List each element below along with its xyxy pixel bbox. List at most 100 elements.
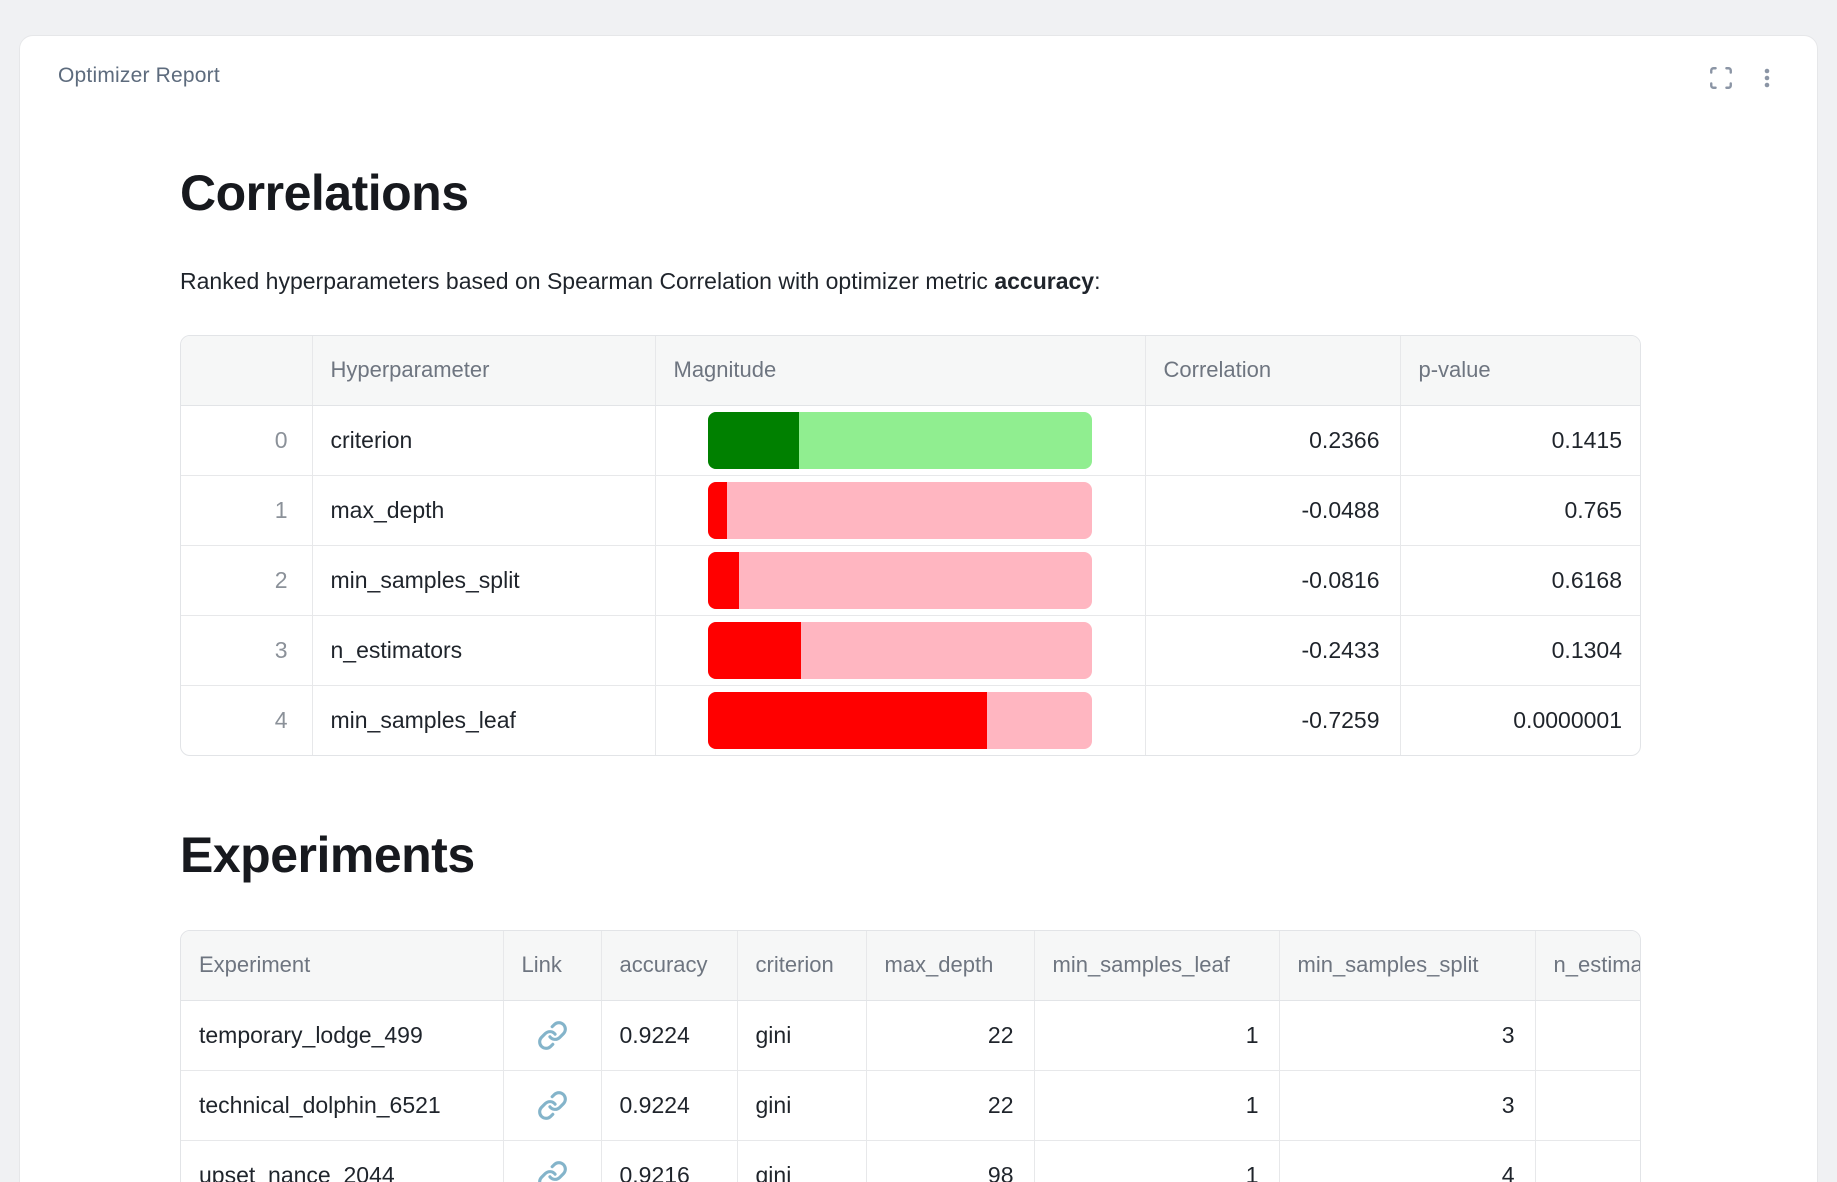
correlation-row: 3 n_estimators -0.2433 0.1304	[181, 614, 1640, 685]
col-header-magnitude: Magnitude	[654, 336, 1145, 406]
col-header-min-samples-split: min_samples_split	[1278, 931, 1535, 1001]
criterion-value: gini	[736, 1069, 866, 1140]
row-index: 1	[181, 474, 312, 545]
experiment-name: temporary_lodge_499	[199, 1021, 423, 1048]
accuracy-value: 0.9216	[600, 1139, 737, 1182]
experiment-name: upset_nance_2044	[181, 1139, 503, 1182]
col-header-index	[181, 336, 312, 406]
p-value: 0.6168	[1399, 544, 1640, 615]
n-estimators-value	[1534, 1000, 1640, 1070]
col-header-n-estimators: n_estimators	[1534, 931, 1640, 1001]
min-samples-leaf-value: 1	[1033, 1069, 1279, 1140]
max-depth-value: 98	[865, 1139, 1034, 1182]
correlation-row: 0 criterion 0.2366 0.1415	[181, 405, 1640, 475]
correlations-description: Ranked hyperparameters based on Spearman…	[180, 268, 1641, 295]
correlation-row: 1 max_depth -0.0488 0.765	[181, 474, 1640, 545]
magnitude-bar-track	[708, 411, 1092, 469]
col-header-correlation: Correlation	[1144, 336, 1400, 406]
experiment-link-cell	[502, 1000, 601, 1070]
panel-header: Optimizer Report	[20, 36, 1817, 92]
col-header-criterion: criterion	[736, 931, 866, 1001]
criterion-value: gini	[736, 1000, 866, 1070]
accuracy-value: 0.9224	[600, 1000, 737, 1070]
col-header-p-value: p-value	[1399, 336, 1640, 406]
fullscreen-button[interactable]	[1707, 64, 1735, 92]
experiment-link[interactable]	[534, 1017, 570, 1053]
experiments-heading: Experiments	[180, 827, 475, 883]
col-header-min-samples-leaf: min_samples_leaf	[1033, 931, 1279, 1001]
experiment-name: technical_dolphin_6521	[181, 1069, 503, 1140]
hyperparameter-name: max_depth	[311, 474, 655, 545]
magnitude-bar-fill	[708, 621, 802, 679]
row-index: 4	[181, 684, 312, 755]
experiment-link[interactable]	[534, 1087, 570, 1123]
hyperparameter-name: n_estimators	[311, 614, 655, 685]
experiment-link-cell	[502, 1069, 601, 1140]
max-depth-value: 22	[865, 1000, 1034, 1070]
magnitude-bar-fill	[708, 691, 987, 749]
magnitude-cell	[654, 474, 1145, 545]
col-header-link: Link	[502, 931, 601, 1001]
col-header-hyperparameter: Hyperparameter	[311, 336, 655, 406]
correlations-heading: Correlations	[180, 165, 469, 221]
experiment-row: upset_nance_2044 0.9216 gini 98	[181, 1139, 1640, 1182]
report-content: Correlations Ranked hyperparameters base…	[180, 164, 1641, 1182]
correlation-value: -0.0488	[1144, 474, 1400, 545]
experiment-row: technical_dolphin_6521 0.9224 gini 2	[181, 1069, 1640, 1140]
correlation-value: -0.7259	[1144, 684, 1400, 755]
min-samples-leaf-value: 1	[1033, 1139, 1279, 1182]
link-icon	[537, 1160, 567, 1182]
hyperparameter-name: criterion	[311, 405, 655, 475]
accuracy-value: 0.9224	[600, 1069, 737, 1140]
p-value: 0.0000001	[1399, 684, 1640, 755]
kebab-menu-icon	[1764, 68, 1770, 88]
min-samples-leaf-value: 1	[1033, 1000, 1279, 1070]
experiment-link-cell	[502, 1139, 601, 1182]
min-samples-split-value: 3	[1278, 1069, 1535, 1140]
hyperparameter-name: min_samples_split	[311, 544, 655, 615]
hyperparameter-name: min_samples_leaf	[311, 684, 655, 755]
row-index: 3	[181, 614, 312, 685]
correlation-value: -0.2433	[1144, 614, 1400, 685]
description-text: Ranked hyperparameters based on Spearman…	[180, 268, 995, 294]
fullscreen-icon	[1710, 67, 1732, 89]
max-depth-value: 22	[865, 1069, 1034, 1140]
min-samples-split-value: 4	[1278, 1139, 1535, 1182]
optimizer-report-panel: Optimizer Report Correlations Ranked hyp…	[19, 35, 1818, 1182]
magnitude-cell	[654, 405, 1145, 475]
p-value: 0.1415	[1399, 405, 1640, 475]
p-value: 0.765	[1399, 474, 1640, 545]
experiments-header-row: Experiment Link accuracy criterion max_d…	[181, 931, 1640, 1001]
kebab-menu-button[interactable]	[1753, 64, 1781, 92]
correlations-header-row: Hyperparameter Magnitude Correlation p-v…	[181, 336, 1640, 406]
correlation-row: 2 min_samples_split -0.0816 0.6168	[181, 544, 1640, 615]
n-estimators-value	[1534, 1069, 1640, 1140]
col-header-accuracy: accuracy	[600, 931, 737, 1001]
correlation-value: -0.0816	[1144, 544, 1400, 615]
min-samples-split-value: 3	[1278, 1000, 1535, 1070]
panel-actions	[1707, 64, 1781, 92]
description-colon: :	[1094, 268, 1101, 294]
n-estimators-value	[1534, 1139, 1640, 1182]
magnitude-bar-fill	[708, 551, 740, 609]
experiment-row: temporary_lodge_499 0.9224 gini 22	[181, 1000, 1640, 1070]
correlations-table: Hyperparameter Magnitude Correlation p-v…	[180, 335, 1641, 756]
magnitude-cell	[654, 544, 1145, 615]
magnitude-bar-track	[708, 621, 1092, 679]
metric-name: accuracy	[994, 268, 1095, 294]
magnitude-cell	[654, 684, 1145, 755]
experiments-table: Experiment Link accuracy criterion max_d…	[180, 930, 1641, 1182]
col-header-max-depth: max_depth	[865, 931, 1034, 1001]
row-index: 2	[181, 544, 312, 615]
panel-title: Optimizer Report	[58, 64, 220, 87]
p-value: 0.1304	[1399, 614, 1640, 685]
correlation-row: 4 min_samples_leaf -0.7259 0.0000001	[181, 684, 1640, 755]
magnitude-cell	[654, 614, 1145, 685]
magnitude-bar-track	[708, 691, 1092, 749]
magnitude-bar-fill	[708, 481, 727, 539]
experiment-link[interactable]	[534, 1157, 570, 1182]
link-icon	[537, 1020, 567, 1050]
link-icon	[537, 1090, 567, 1120]
magnitude-bar-track	[708, 551, 1092, 609]
col-header-experiment: Experiment	[181, 931, 503, 1001]
